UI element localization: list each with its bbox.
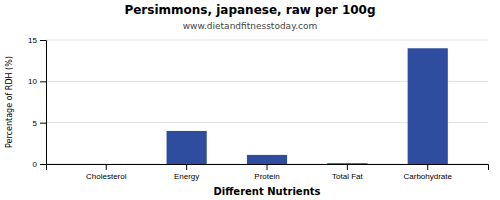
x-tick: Energy [174,164,199,181]
bar [167,131,207,164]
y-tick: 15 [28,36,46,45]
x-tick-mark [106,164,107,170]
y-tick: 10 [28,77,46,86]
x-tick: Protein [254,164,279,181]
x-axis-title: Different Nutrients [214,186,321,197]
y-tick-label: 15 [28,36,37,45]
x-tick-label: Total Fat [332,172,363,181]
y-tick: 0 [33,160,46,169]
x-tick: Cholesterol [86,164,127,181]
title: Persimmons, japanese, raw per 100g [124,3,375,17]
bar [327,163,367,164]
plot: 051015CholesterolEnergyProteinTotal FatC… [28,36,488,181]
y-tick-mark [40,123,46,124]
chart: Persimmons, japanese, raw per 100g www.di… [0,0,500,200]
y-tick-mark [40,40,46,41]
subtitle: www.dietandfitnesstoday.com [183,21,318,31]
bar [408,48,448,164]
x-tick-mark [267,164,268,170]
y-axis: 0 5 10 15 [28,36,46,169]
x-tick: Carbohydrate [403,164,452,181]
grid-line [46,40,488,41]
y-tick: 5 [33,119,46,128]
y-tick-mark [40,164,46,165]
x-tick-label: Energy [174,172,199,181]
x-tick-label: Protein [254,172,279,181]
x-tick-mark [347,164,348,170]
x-tick-label: Carbohydrate [403,172,452,181]
x-tick-mark [186,164,187,170]
bar [247,155,287,164]
y-tick-label: 10 [28,77,37,86]
y-axis-title: Percentage of RDH (%) [5,56,14,148]
y-tick-label: 5 [33,119,38,128]
bar [86,164,126,165]
y-tick-label: 0 [33,160,38,169]
x-tick: Total Fat [332,164,363,181]
y-tick-mark [40,81,46,82]
grid [46,40,488,164]
y-axis-line [40,41,47,165]
x-axis: Cholesterol Energy Protein Total Fat Carbohy… [47,164,489,181]
x-tick-label: Cholesterol [86,172,127,181]
x-axis-line [47,165,489,171]
x-tick-mark [427,164,428,170]
bars [167,48,448,164]
